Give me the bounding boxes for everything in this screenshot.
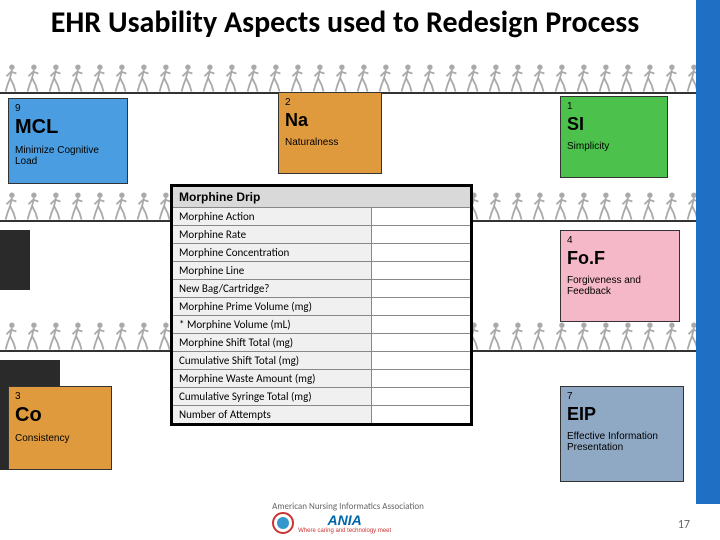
tile-symbol: Na [285,110,375,131]
table-row: Morphine Rate [172,226,472,244]
row-label: Cumulative Shift Total (mg) [172,352,372,370]
accent-bar [696,0,720,504]
tile-fof: 4 Fo.F Forgiveness and Feedback [560,230,680,322]
row-value [372,370,472,388]
tile-number: 7 [567,391,677,402]
tile-si: 1 SI Simplicity [560,96,668,178]
row-value [372,208,472,226]
table-row: Morphine Prime Volume (mg) [172,298,472,316]
slide-title: EHR Usability Aspects used to Redesign P… [50,6,640,39]
row-value [372,298,472,316]
row-label: * Morphine Volume (mL) [172,316,372,334]
row-label: Morphine Shift Total (mg) [172,334,372,352]
table-row: Number of Attempts [172,406,472,425]
row-label: Morphine Prime Volume (mg) [172,298,372,316]
tile-number: 3 [15,391,105,402]
table-row: New Bag/Cartridge? [172,280,472,298]
logo-icon [272,512,294,534]
tile-eip: 7 EIP Effective Information Presentation [560,386,684,482]
row-label: Morphine Line [172,262,372,280]
footer-org: American Nursing Informatics Association [272,501,424,512]
table-row: Cumulative Shift Total (mg) [172,352,472,370]
table-row: Morphine Waste Amount (mg) [172,370,472,388]
row-label: Cumulative Syringe Total (mg) [172,388,372,406]
row-label: Morphine Rate [172,226,372,244]
table-row: Morphine Concentration [172,244,472,262]
tile-name: Forgiveness and Feedback [567,275,673,297]
row-label: Morphine Waste Amount (mg) [172,370,372,388]
tile-name: Effective Information Presentation [567,431,677,453]
logo-tagline: Where caring and technology meet [298,528,391,534]
row-value [372,388,472,406]
table-row: Morphine Action [172,208,472,226]
table-row: Morphine Line [172,262,472,280]
tile-number: 1 [567,101,661,112]
row-label: Morphine Action [172,208,372,226]
row-label: Morphine Concentration [172,244,372,262]
row-value [372,226,472,244]
table-row: * Morphine Volume (mL) [172,316,472,334]
tile-na: 2 Na Naturalness [278,92,382,174]
table-row: Cumulative Syringe Total (mg) [172,388,472,406]
tile-name: Naturalness [285,137,375,148]
row-label: Number of Attempts [172,406,372,425]
tile-number: 4 [567,235,673,246]
slide: EHR Usability Aspects used to Redesign P… [0,0,720,540]
row-value [372,244,472,262]
tile-symbol: Fo.F [567,248,673,269]
page-number: 17 [678,518,690,532]
row-value [372,406,472,425]
footer: American Nursing Informatics Association… [0,502,696,532]
tile-co: 3 Co Consistency [8,386,112,470]
row-value [372,316,472,334]
form-header: Morphine Drip [172,186,472,208]
tile-name: Consistency [15,433,105,444]
logo-name: ANIA [298,512,391,528]
table-row: Morphine Shift Total (mg) [172,334,472,352]
tile-number: 2 [285,97,375,108]
tile-mcl: 9 MCL Minimize Cognitive Load [8,98,128,184]
tile-symbol: MCL [15,116,121,139]
ania-logo: ANIA Where caring and technology meet [272,512,424,534]
tile-symbol: Co [15,404,105,427]
row-value [372,334,472,352]
tile-name: Simplicity [567,141,661,152]
morphine-form-table: Morphine Drip Morphine ActionMorphine Ra… [170,184,473,426]
row-label: New Bag/Cartridge? [172,280,372,298]
row-value [372,262,472,280]
tile-symbol: EIP [567,404,677,425]
row-value [372,280,472,298]
tile-name: Minimize Cognitive Load [15,145,121,167]
tile-symbol: SI [567,114,661,135]
row-value [372,352,472,370]
tile-number: 9 [15,103,121,114]
